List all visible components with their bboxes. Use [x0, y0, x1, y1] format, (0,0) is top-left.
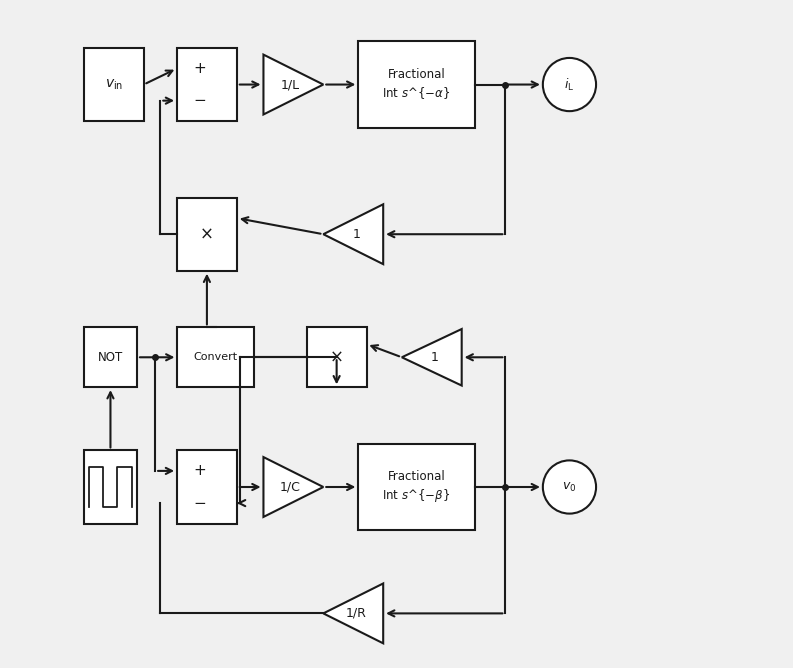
FancyBboxPatch shape	[84, 48, 144, 121]
Text: $v_{0}$: $v_{0}$	[562, 480, 577, 494]
Circle shape	[543, 58, 596, 111]
FancyBboxPatch shape	[358, 444, 475, 530]
Text: 1/R: 1/R	[346, 607, 366, 620]
Text: +: +	[193, 464, 206, 478]
FancyBboxPatch shape	[178, 327, 254, 387]
FancyBboxPatch shape	[177, 198, 237, 271]
FancyBboxPatch shape	[177, 450, 237, 524]
Text: NOT: NOT	[98, 351, 123, 364]
FancyBboxPatch shape	[84, 450, 137, 524]
Text: Fractional
Int $s$^{$-\alpha$}: Fractional Int $s$^{$-\alpha$}	[382, 68, 450, 101]
Text: $v_{\mathrm{in}}$: $v_{\mathrm{in}}$	[105, 77, 123, 92]
Circle shape	[543, 460, 596, 514]
Text: $i_{\mathrm{L}}$: $i_{\mathrm{L}}$	[565, 77, 575, 93]
Polygon shape	[263, 55, 324, 114]
Text: 1: 1	[431, 351, 439, 364]
Polygon shape	[324, 583, 383, 643]
FancyBboxPatch shape	[177, 48, 237, 121]
Polygon shape	[324, 204, 383, 264]
Text: ×: ×	[200, 225, 214, 243]
Polygon shape	[402, 329, 462, 385]
Text: +: +	[193, 61, 206, 76]
Text: Fractional
Int $s$^{$-\beta$}: Fractional Int $s$^{$-\beta$}	[382, 470, 450, 504]
Text: −: −	[193, 496, 206, 510]
FancyBboxPatch shape	[307, 327, 366, 387]
Text: −: −	[193, 93, 206, 108]
FancyBboxPatch shape	[84, 327, 137, 387]
Text: ×: ×	[330, 348, 343, 366]
Text: 1/C: 1/C	[280, 480, 301, 494]
Text: Convert: Convert	[193, 352, 238, 362]
Text: 1: 1	[352, 228, 360, 240]
Text: 1/L: 1/L	[281, 78, 300, 91]
Polygon shape	[263, 457, 324, 517]
FancyBboxPatch shape	[358, 41, 475, 128]
